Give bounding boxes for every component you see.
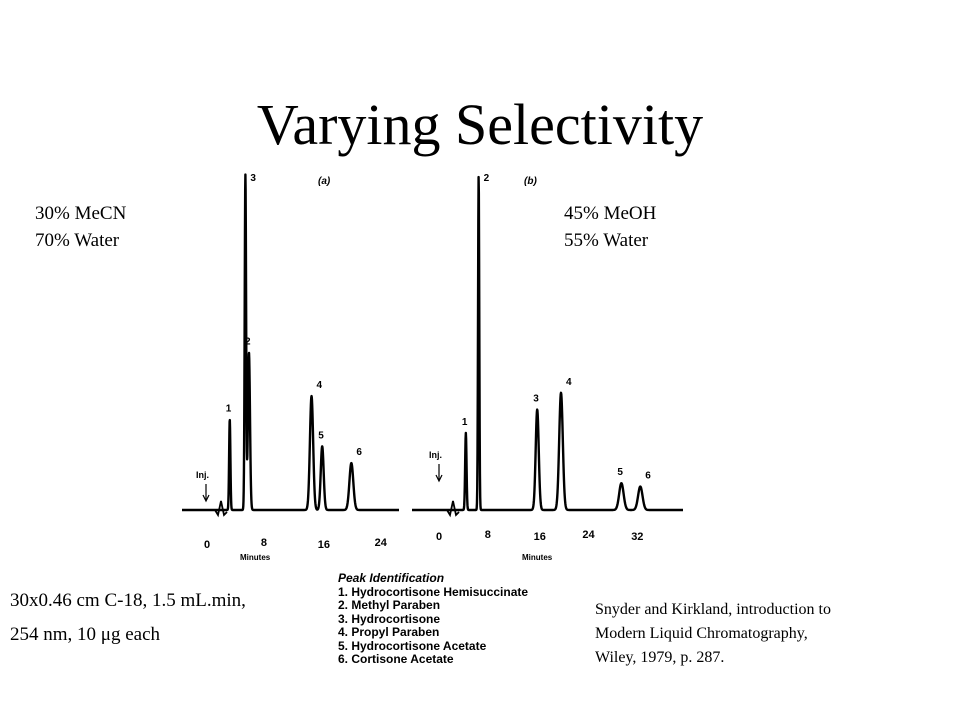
peak-label-5: 5: [617, 467, 623, 478]
injection-arrowhead-a: [202, 494, 210, 503]
conditions-a-line-2: 70% Water: [35, 230, 120, 251]
injection-artifact-b: [446, 500, 460, 518]
panel-label-b: (b): [524, 176, 537, 187]
peak-id-item: 4. Propyl Paraben: [338, 625, 440, 639]
peak-label-3: 3: [250, 173, 256, 184]
x-tick-label: 8: [485, 529, 491, 541]
x-tick-label: 32: [631, 531, 643, 543]
peak-label-6: 6: [645, 471, 651, 482]
injection-label-b: Inj.: [429, 450, 442, 460]
injection-label-a: Inj.: [196, 470, 209, 480]
reference-line-3: Wiley, 1979, p. 287.: [595, 649, 725, 666]
reference-line-1: Snyder and Kirkland, introduction to: [595, 601, 831, 618]
conditions-b-line-2: 55% Water: [564, 230, 649, 251]
peak-id-item: 6. Cortisone Acetate: [338, 652, 454, 666]
peak-label-1: 1: [226, 404, 232, 415]
chromatogram-b: 1 2 3 4 5 6 0 8 16 24 32 Minutes (b) Inj.: [412, 173, 684, 562]
reference: Snyder and Kirkland, introduction to Mod…: [595, 598, 831, 670]
x-tick-label: 0: [204, 539, 210, 551]
signal-trace-b: [438, 175, 684, 512]
peak-label-2: 2: [484, 173, 490, 184]
injection-arrowhead-b: [435, 474, 443, 483]
conditions-a: 30% MeCN 70% Water: [35, 200, 126, 254]
x-axis-title: Minutes: [240, 553, 271, 562]
x-tick-label: 24: [582, 529, 595, 541]
peak-identification-heading: Peak Identification: [338, 571, 445, 585]
x-tick-label: 0: [436, 531, 442, 543]
x-tick-label: 24: [375, 537, 388, 549]
panel-label-a: (a): [318, 176, 331, 187]
x-axis-title: Minutes: [522, 553, 553, 562]
peak-label-4: 4: [317, 380, 323, 391]
x-tick-label: 16: [534, 531, 546, 543]
column-info-line-1: 30x0.46 cm C-18, 1.5 mL.min,: [10, 590, 246, 611]
peak-id-item: 2. Methyl Paraben: [338, 598, 441, 612]
column-info-line-2: 254 nm, 10 μg each: [10, 624, 161, 645]
peak-label-3: 3: [533, 394, 539, 405]
slide-title: Varying Selectivity: [256, 92, 704, 157]
injection-artifact-a: [214, 500, 228, 518]
peak-id-item: 3. Hydrocortisone: [338, 611, 441, 626]
reference-line-2: Modern Liquid Chromatography,: [595, 625, 808, 642]
x-tick-label: 16: [318, 539, 330, 551]
conditions-a-line-1: 30% MeCN: [35, 203, 127, 224]
peak-label-6: 6: [356, 447, 362, 458]
column-info: 30x0.46 cm C-18, 1.5 mL.min, 254 nm, 10 …: [10, 584, 246, 652]
peak-id-item: 1. Hydrocortisone Hemisuccinate: [338, 584, 529, 599]
peak-label-5: 5: [318, 430, 324, 441]
x-tick-label: 8: [261, 537, 267, 549]
peak-label-4: 4: [566, 377, 572, 388]
peak-identification: Peak Identification 1. Hydrocortisone He…: [338, 571, 529, 667]
peak-id-item: 5. Hydrocortisone Acetate: [338, 638, 487, 653]
peak-label-1: 1: [462, 417, 468, 428]
conditions-b-line-1: 45% MeOH: [564, 203, 657, 224]
signal-trace-a: [206, 173, 400, 512]
peak-label-2: 2: [245, 337, 251, 348]
conditions-b: 45% MeOH 55% Water: [564, 200, 656, 254]
